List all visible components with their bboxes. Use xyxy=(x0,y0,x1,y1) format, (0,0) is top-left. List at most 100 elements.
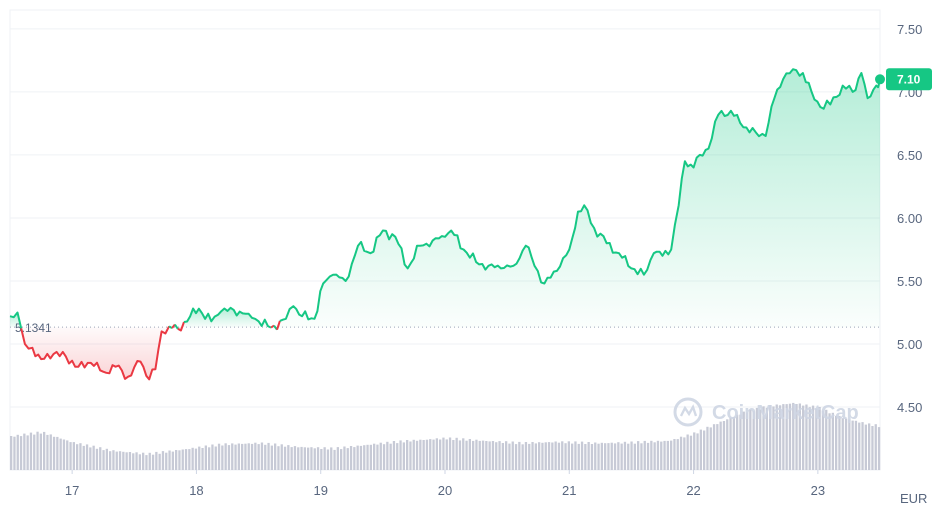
volume-bar xyxy=(92,445,95,470)
volume-bar xyxy=(623,441,627,470)
price-line-up xyxy=(183,306,272,329)
current-price-label: 7.10 xyxy=(897,72,921,86)
price-line-down xyxy=(20,325,170,381)
price-line xyxy=(9,68,881,381)
volume-bar xyxy=(168,450,171,470)
volume-bar xyxy=(587,442,590,470)
volume-bar xyxy=(686,434,689,470)
volume-bar xyxy=(798,403,801,470)
volume-bar xyxy=(442,437,445,470)
volume-bar xyxy=(574,441,577,470)
volume-bar xyxy=(818,407,821,470)
volume-bar xyxy=(214,446,217,470)
current-price-dot xyxy=(875,74,885,85)
volume-bar xyxy=(363,445,366,470)
volume-bar xyxy=(151,454,155,470)
volume-bar xyxy=(808,407,811,470)
volume-bar xyxy=(765,407,768,470)
volume-bar xyxy=(851,420,854,470)
volume-bar xyxy=(844,418,848,470)
price-line-up xyxy=(9,311,23,329)
volume-bar xyxy=(772,406,775,470)
volume-bar xyxy=(679,436,683,470)
volume-bar xyxy=(795,404,798,470)
volume-bar xyxy=(755,407,759,470)
volume-bar xyxy=(132,453,135,470)
volume-bar xyxy=(415,440,419,470)
x-tick-label: 21 xyxy=(562,483,576,498)
price-area xyxy=(10,69,880,380)
volume-bar xyxy=(349,446,353,470)
volume-bar xyxy=(201,448,204,470)
volume-bar xyxy=(406,440,409,470)
volume-bar xyxy=(323,447,326,470)
volume-bar xyxy=(161,451,165,470)
volume-bar xyxy=(300,446,303,470)
volume-bar xyxy=(95,448,99,470)
volume-bar xyxy=(313,448,316,470)
volume-bar xyxy=(538,442,541,470)
volume-bar xyxy=(254,442,257,470)
volume-bar xyxy=(142,452,145,470)
volume-bar xyxy=(521,444,524,470)
volume-bar xyxy=(231,443,234,470)
price-line-up xyxy=(174,323,179,330)
volume-bar xyxy=(224,443,227,470)
volume-bar xyxy=(250,443,254,470)
volume-bar xyxy=(435,438,438,470)
volume-bar xyxy=(89,447,92,470)
price-line-up xyxy=(279,68,881,322)
volume-bar xyxy=(610,442,613,470)
volume-bar xyxy=(864,424,867,470)
volume-bar xyxy=(620,443,623,470)
volume-bar xyxy=(43,431,46,470)
volume-bar xyxy=(848,419,851,470)
volume-bar xyxy=(386,441,389,470)
volume-bar xyxy=(802,405,805,470)
volume-bar xyxy=(643,440,646,470)
volume-bar xyxy=(359,445,363,470)
price-line-up xyxy=(168,325,173,329)
volume-bar xyxy=(303,447,306,470)
current-price-badge: 7.10 xyxy=(875,68,932,91)
volume-bar xyxy=(211,444,214,470)
volume-bar xyxy=(597,443,600,470)
volume-bar xyxy=(709,427,712,470)
volume-bar xyxy=(128,452,132,470)
volume-bar xyxy=(838,415,841,470)
volume-bar xyxy=(49,434,52,470)
volume-bar xyxy=(782,404,785,470)
volume-bar xyxy=(719,421,722,470)
volume-bar xyxy=(518,441,521,470)
volume-bar xyxy=(825,409,828,470)
volume-bar xyxy=(551,442,554,470)
volume-bar xyxy=(340,449,343,470)
y-tick-label: 5.00 xyxy=(897,337,922,352)
x-tick-label: 22 xyxy=(686,483,700,498)
volume-bar xyxy=(501,443,504,470)
volume-bar xyxy=(178,450,181,470)
volume-bar xyxy=(439,439,442,470)
volume-bar xyxy=(257,444,260,470)
volume-bar xyxy=(56,436,59,470)
price-line-down xyxy=(276,320,281,331)
volume-bar xyxy=(102,450,105,470)
volume-bar xyxy=(577,443,580,470)
volume-bar xyxy=(283,446,287,470)
volume-bar xyxy=(683,437,686,470)
volume-bar xyxy=(514,444,518,470)
volume-bar xyxy=(468,439,471,470)
volume-bar xyxy=(567,441,570,470)
volume-bar xyxy=(739,414,742,470)
volume-bar xyxy=(663,440,666,470)
volume-bar xyxy=(396,443,399,470)
volume-bar xyxy=(749,409,752,470)
y-tick-label: 5.50 xyxy=(897,274,922,289)
volume-bar xyxy=(637,441,640,470)
volume-bar xyxy=(462,438,465,470)
x-tick-label: 20 xyxy=(438,483,452,498)
volume-bar xyxy=(234,444,237,470)
volume-bar xyxy=(171,451,174,470)
x-axis: 17 18 19 20 21 22 23 xyxy=(65,470,825,498)
volume-bar xyxy=(455,437,458,470)
